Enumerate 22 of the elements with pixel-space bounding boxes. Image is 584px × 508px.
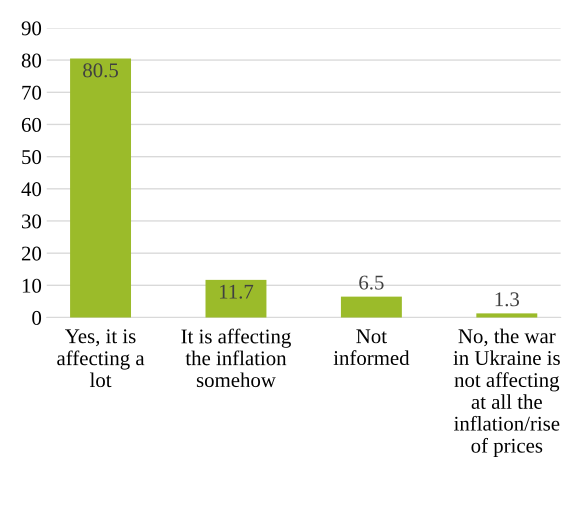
bar (70, 58, 132, 318)
y-tick-label: 70 (22, 86, 42, 100)
x-tick-label: Yes, it is affecting a lot (57, 329, 144, 388)
y-tick-label: 60 (22, 118, 42, 132)
y-tick-label: 20 (22, 246, 42, 261)
x-tick-label: Not informed (334, 329, 410, 366)
data-label: 6.5 (359, 276, 384, 290)
bar (340, 296, 402, 318)
data-label: 80.5 (83, 63, 118, 78)
data-label: 11.7 (220, 284, 254, 299)
x-tick-label: No, the war in Ukraine is not affecting at all the inflation/rise of prices (453, 328, 560, 457)
bar (476, 313, 538, 318)
y-tick-label: 90 (22, 21, 42, 36)
y-tick-label: 30 (22, 214, 42, 228)
y-tick-label: 80 (22, 53, 42, 68)
x-tick-label: It is affecting the inflation somehow (181, 328, 291, 388)
y-tick-label: 40 (21, 182, 42, 196)
y-tick-label: 10 (22, 278, 42, 293)
bar (206, 280, 266, 318)
y-tick-label: 50 (22, 150, 42, 164)
data-label: 1.3 (496, 292, 520, 306)
y-tick-label: 0 (32, 310, 42, 325)
